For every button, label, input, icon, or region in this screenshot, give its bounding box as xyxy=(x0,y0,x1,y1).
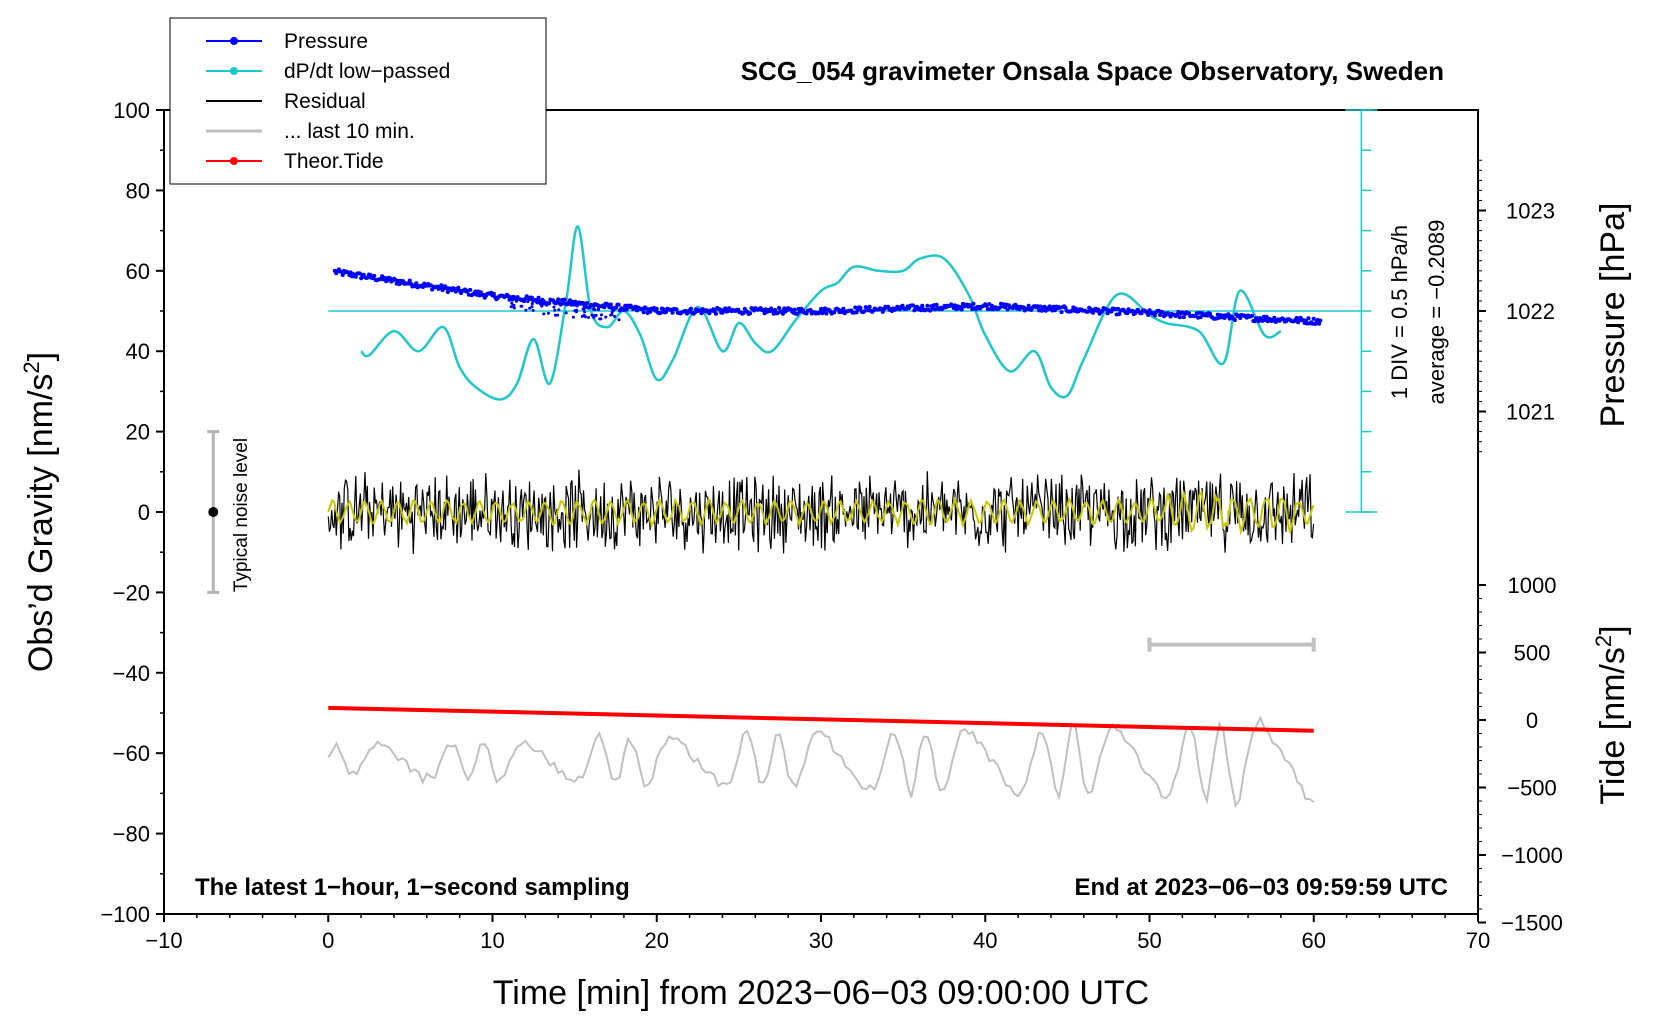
tide-axis-label: Tide [nm/s2] xyxy=(1591,625,1632,804)
y-axis: −100 −80 −60 −40 −20 0 20 40 60 80 100 xyxy=(100,98,164,927)
pressure-tick-label: 1023 xyxy=(1506,199,1555,224)
residual-filtered-line xyxy=(327,489,1315,536)
legend-marker xyxy=(230,37,238,45)
y-tick-label: −80 xyxy=(113,822,150,847)
y-tick-label: 100 xyxy=(113,98,150,123)
last-10-min-line xyxy=(327,715,1315,809)
y-tick-label: 80 xyxy=(126,178,150,203)
legend-label: ... last 10 min. xyxy=(284,120,415,143)
y-tick-label: 20 xyxy=(126,420,150,445)
theoretical-tide-line xyxy=(328,705,1314,733)
x-axis-label: Time [min] from 2023−06−03 09:00:00 UTC xyxy=(493,974,1149,1012)
x-tick-label: 40 xyxy=(973,928,997,953)
x-tick-label: 0 xyxy=(322,928,334,953)
y-axis-label: Obs’d Gravity [nm/s2] xyxy=(19,352,60,672)
div-note: 1 DIV = 0.5 hPa/h xyxy=(1387,225,1412,399)
series-layer xyxy=(327,225,1362,809)
noise-center-dot xyxy=(208,507,219,517)
noise-label: Typical noise level xyxy=(231,438,252,592)
y-tick-label: 60 xyxy=(126,259,150,284)
legend: Pressure dP/dt low−passed Residual ... last… xyxy=(169,17,547,185)
legend-marker xyxy=(230,157,238,165)
legend-label: Theor.Tide xyxy=(284,150,384,173)
dpdt-line xyxy=(360,225,1282,401)
legend-label: Residual xyxy=(284,90,366,113)
x-tick-label: 30 xyxy=(809,928,833,953)
x-tick-label: 10 xyxy=(480,928,504,953)
tide-tick-label: −500 xyxy=(1507,776,1557,801)
chart-title: SCG_054 gravimeter Onsala Space Observat… xyxy=(741,56,1444,86)
pressure-axis-label: Pressure [hPa] xyxy=(1594,203,1632,428)
pressure-axis: 1021 1022 1023 xyxy=(1478,159,1555,453)
tide-tick-label: −1000 xyxy=(1501,843,1563,868)
x-tick-label: −10 xyxy=(145,928,182,953)
x-tick-label: 60 xyxy=(1302,928,1326,953)
y-tick-label: −40 xyxy=(113,661,150,686)
y-tick-label: −20 xyxy=(113,580,150,605)
tide-tick-label: 0 xyxy=(1526,708,1538,733)
y-tick-label: 0 xyxy=(138,500,150,525)
pressure-outliers xyxy=(507,298,621,322)
legend-marker xyxy=(230,67,238,75)
average-note: average = −0.2089 xyxy=(1424,220,1449,405)
x-axis: −10 0 10 20 30 40 50 60 70 xyxy=(145,914,1490,953)
tide-axis: −1500 −1000 −500 0 500 1000 xyxy=(1478,573,1563,936)
legend-label: Pressure xyxy=(284,30,368,53)
bottom-left-note: The latest 1−hour, 1−second sampling xyxy=(195,874,630,901)
y-tick-label: −60 xyxy=(113,741,150,766)
pressure-points xyxy=(332,267,1323,326)
x-tick-label: 70 xyxy=(1466,928,1490,953)
x-tick-label: 20 xyxy=(645,928,669,953)
tide-tick-label: 500 xyxy=(1514,641,1551,666)
pressure-tick-label: 1022 xyxy=(1506,299,1555,324)
x-tick-label: 50 xyxy=(1137,928,1161,953)
y-tick-label: −100 xyxy=(100,902,150,927)
tide-tick-label: 1000 xyxy=(1508,573,1557,598)
bottom-right-note: End at 2023−06−03 09:59:59 UTC xyxy=(1074,874,1448,901)
y-tick-label: 40 xyxy=(126,339,150,364)
noise-indicator xyxy=(207,430,220,594)
legend-label: dP/dt low−passed xyxy=(284,60,450,83)
pressure-tick-label: 1021 xyxy=(1506,400,1555,425)
tide-tick-label: −1500 xyxy=(1501,911,1563,936)
